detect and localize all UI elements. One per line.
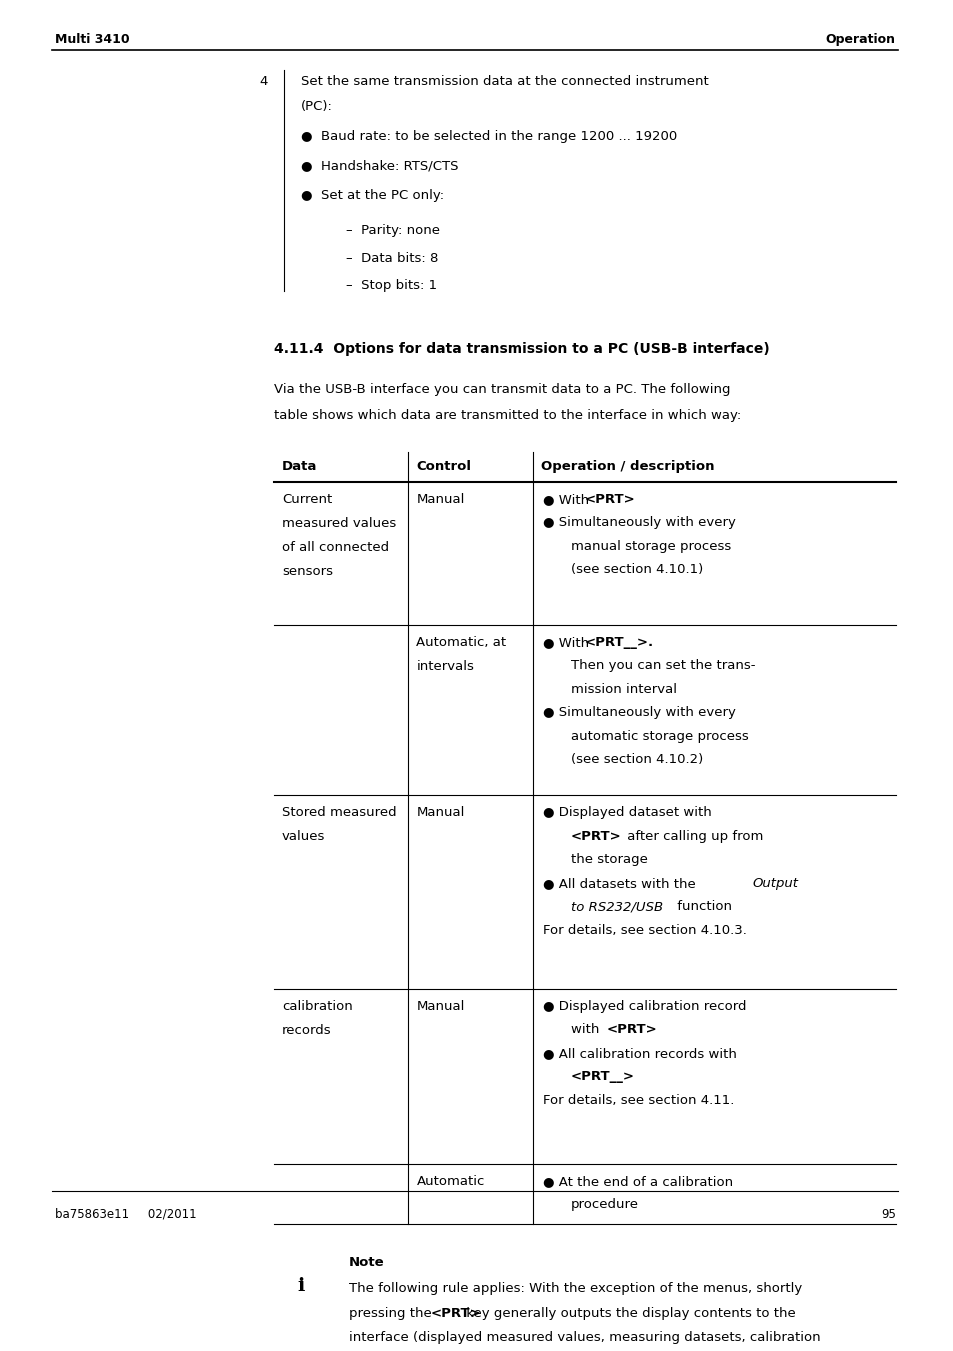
Text: Current: Current bbox=[282, 493, 332, 507]
Text: table shows which data are transmitted to the interface in which way:: table shows which data are transmitted t… bbox=[274, 409, 740, 422]
Text: calibration: calibration bbox=[282, 1000, 353, 1013]
Text: to RS232/USB: to RS232/USB bbox=[570, 900, 662, 913]
Text: ● Simultaneously with every: ● Simultaneously with every bbox=[542, 516, 735, 530]
Text: procedure: procedure bbox=[570, 1198, 639, 1212]
Text: i: i bbox=[297, 1277, 305, 1294]
FancyBboxPatch shape bbox=[269, 1256, 334, 1316]
Text: <PRT__>.: <PRT__>. bbox=[584, 636, 653, 648]
Text: ● With: ● With bbox=[542, 636, 593, 648]
Text: –  Parity: none: – Parity: none bbox=[345, 224, 439, 236]
Text: <PRT>: <PRT> bbox=[606, 1023, 657, 1036]
Text: pressing the: pressing the bbox=[349, 1306, 436, 1320]
Text: manual storage process: manual storage process bbox=[570, 540, 730, 553]
Text: ● At the end of a calibration: ● At the end of a calibration bbox=[542, 1175, 732, 1188]
Text: the storage: the storage bbox=[570, 854, 647, 866]
Text: Automatic: Automatic bbox=[416, 1175, 484, 1188]
Text: The following rule applies: With the exception of the menus, shortly: The following rule applies: With the exc… bbox=[349, 1282, 801, 1294]
Text: Note: Note bbox=[349, 1256, 384, 1269]
Text: Manual: Manual bbox=[416, 807, 464, 819]
Text: <PRT__>: <PRT__> bbox=[570, 1070, 634, 1084]
Text: Set the same transmission data at the connected instrument: Set the same transmission data at the co… bbox=[300, 74, 708, 88]
Text: 4.11.4  Options for data transmission to a PC (USB-B interface): 4.11.4 Options for data transmission to … bbox=[274, 342, 769, 355]
Text: Automatic, at: Automatic, at bbox=[416, 636, 506, 648]
Text: Via the USB-B interface you can transmit data to a PC. The following: Via the USB-B interface you can transmit… bbox=[274, 384, 730, 396]
Text: –  Data bits: 8: – Data bits: 8 bbox=[345, 251, 437, 265]
Text: 4: 4 bbox=[259, 74, 267, 88]
Text: ● Simultaneously with every: ● Simultaneously with every bbox=[542, 707, 735, 719]
Text: Manual: Manual bbox=[416, 493, 464, 507]
Text: ● Displayed dataset with: ● Displayed dataset with bbox=[542, 807, 711, 819]
Text: key generally outputs the display contents to the: key generally outputs the display conten… bbox=[461, 1306, 795, 1320]
Text: 95: 95 bbox=[880, 1208, 895, 1221]
Text: sensors: sensors bbox=[282, 565, 333, 578]
Text: ba75863e11     02/2011: ba75863e11 02/2011 bbox=[54, 1208, 196, 1221]
Text: (see section 4.10.1): (see section 4.10.1) bbox=[570, 563, 702, 577]
Text: Operation / description: Operation / description bbox=[540, 459, 714, 473]
Text: Operation: Operation bbox=[824, 34, 895, 46]
Text: –  Stop bits: 1: – Stop bits: 1 bbox=[345, 280, 436, 292]
Text: ● All datasets with the: ● All datasets with the bbox=[542, 877, 700, 890]
Text: ● Displayed calibration record: ● Displayed calibration record bbox=[542, 1000, 745, 1013]
Text: Multi 3410: Multi 3410 bbox=[54, 34, 130, 46]
Text: (PC):: (PC): bbox=[300, 100, 333, 113]
Text: ●  Baud rate: to be selected in the range 1200 ... 19200: ● Baud rate: to be selected in the range… bbox=[300, 130, 677, 143]
Text: function: function bbox=[672, 900, 731, 913]
Text: interface (displayed measured values, measuring datasets, calibration: interface (displayed measured values, me… bbox=[349, 1332, 820, 1344]
Text: Output: Output bbox=[751, 877, 798, 890]
Text: ●  Handshake: RTS/CTS: ● Handshake: RTS/CTS bbox=[300, 159, 457, 173]
Text: automatic storage process: automatic storage process bbox=[570, 730, 748, 743]
Text: records: records bbox=[282, 1024, 332, 1036]
Text: of all connected: of all connected bbox=[282, 540, 389, 554]
Text: <PRT>: <PRT> bbox=[430, 1306, 480, 1320]
Text: Then you can set the trans-: Then you can set the trans- bbox=[570, 659, 755, 673]
Text: values: values bbox=[282, 831, 325, 843]
Text: (see section 4.10.2): (see section 4.10.2) bbox=[570, 754, 702, 766]
Text: ●  Set at the PC only:: ● Set at the PC only: bbox=[300, 189, 443, 201]
Text: measured values: measured values bbox=[282, 517, 395, 530]
Text: <PRT>: <PRT> bbox=[570, 830, 621, 843]
Text: ● With: ● With bbox=[542, 493, 593, 507]
Text: Manual: Manual bbox=[416, 1000, 464, 1013]
Text: intervals: intervals bbox=[416, 659, 474, 673]
Text: ● All calibration records with: ● All calibration records with bbox=[542, 1047, 736, 1059]
Text: with: with bbox=[570, 1023, 603, 1036]
Text: Control: Control bbox=[416, 459, 471, 473]
Text: after calling up from: after calling up from bbox=[622, 830, 762, 843]
Text: Stored measured: Stored measured bbox=[282, 807, 396, 819]
Text: <PRT>: <PRT> bbox=[584, 493, 635, 507]
Text: For details, see section 4.10.3.: For details, see section 4.10.3. bbox=[542, 924, 746, 936]
Text: Data: Data bbox=[282, 459, 317, 473]
Text: mission interval: mission interval bbox=[570, 682, 677, 696]
Text: For details, see section 4.11.: For details, see section 4.11. bbox=[542, 1094, 734, 1106]
